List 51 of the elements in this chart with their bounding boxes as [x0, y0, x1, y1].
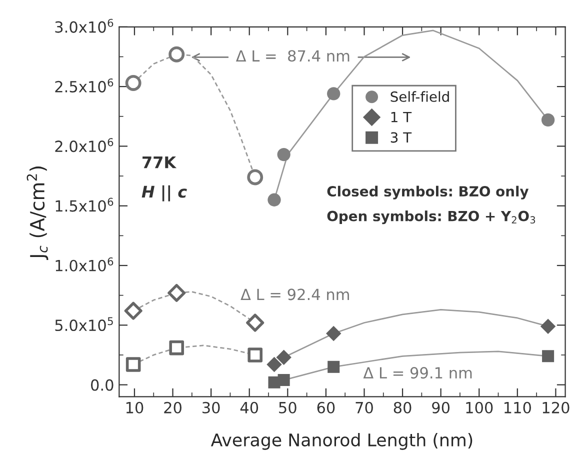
point [248, 348, 263, 362]
y-tick-label: 1.0x10$^{6}$ [56, 257, 114, 272]
point [326, 326, 342, 342]
x-tick-label: 20 [164, 402, 182, 414]
point [246, 314, 264, 332]
x-tick-label: 10 [126, 402, 144, 414]
point [266, 356, 282, 372]
point [541, 113, 555, 127]
y-tick-label: 2.0x10$^{6}$ [55, 138, 114, 152]
x-tick-label: 100 [466, 402, 493, 414]
x-tick-label: 60 [317, 402, 335, 414]
y-tick-label: 2.5x10$^{6}$ [55, 78, 114, 92]
point [540, 318, 556, 334]
point [247, 169, 264, 186]
y-tick-label: 3.0x10$^{6}$ [55, 18, 114, 33]
x-tick-label: 90 [432, 402, 450, 414]
point [168, 46, 185, 62]
point [168, 284, 186, 302]
x-tick-label: 120 [542, 402, 570, 414]
annotation: Open symbols: BZO + Y$_{2}$O$_{3}$ [327, 210, 536, 224]
legend-label: Self-field [390, 91, 449, 102]
x-tick-label: 40 [240, 402, 258, 414]
x-axis-title: Average Nanorod Length (nm) [210, 433, 472, 450]
legend-label: 3 T [390, 132, 412, 143]
point [125, 75, 142, 91]
x-tick-label: 80 [394, 402, 412, 414]
x-tick-label: 110 [504, 402, 531, 414]
y-tick-label: 5.0x10$^{5}$ [55, 317, 113, 332]
y-tick-label: 0.0 [91, 379, 114, 391]
point [277, 148, 290, 162]
y-tick-label: 1.5x10$^{6}$ [56, 198, 114, 212]
point [124, 302, 142, 320]
legend-label: 1 T [391, 112, 412, 122]
point [328, 360, 340, 373]
point [169, 340, 184, 356]
annotation: H || c [142, 185, 187, 202]
x-tick-label: 50 [279, 402, 296, 414]
y-axis-title: J$_{c}$ (A/cm$^{2}$) [26, 166, 48, 260]
point [327, 87, 340, 100]
annotation: Δ L = 87.4 nm [236, 50, 350, 62]
annotation: Δ L = 99.1 nm [363, 367, 472, 379]
x-tick-label: 70 [356, 402, 373, 414]
x-tick-label: 30 [202, 402, 220, 414]
annotation: Closed symbols: BZO only [327, 186, 529, 200]
annotation: Δ L = 92.4 nm [240, 288, 349, 300]
point [278, 374, 290, 386]
point [276, 350, 292, 365]
point [542, 350, 554, 362]
point [126, 357, 141, 372]
annotation: 77K [142, 156, 177, 168]
point [268, 193, 281, 206]
